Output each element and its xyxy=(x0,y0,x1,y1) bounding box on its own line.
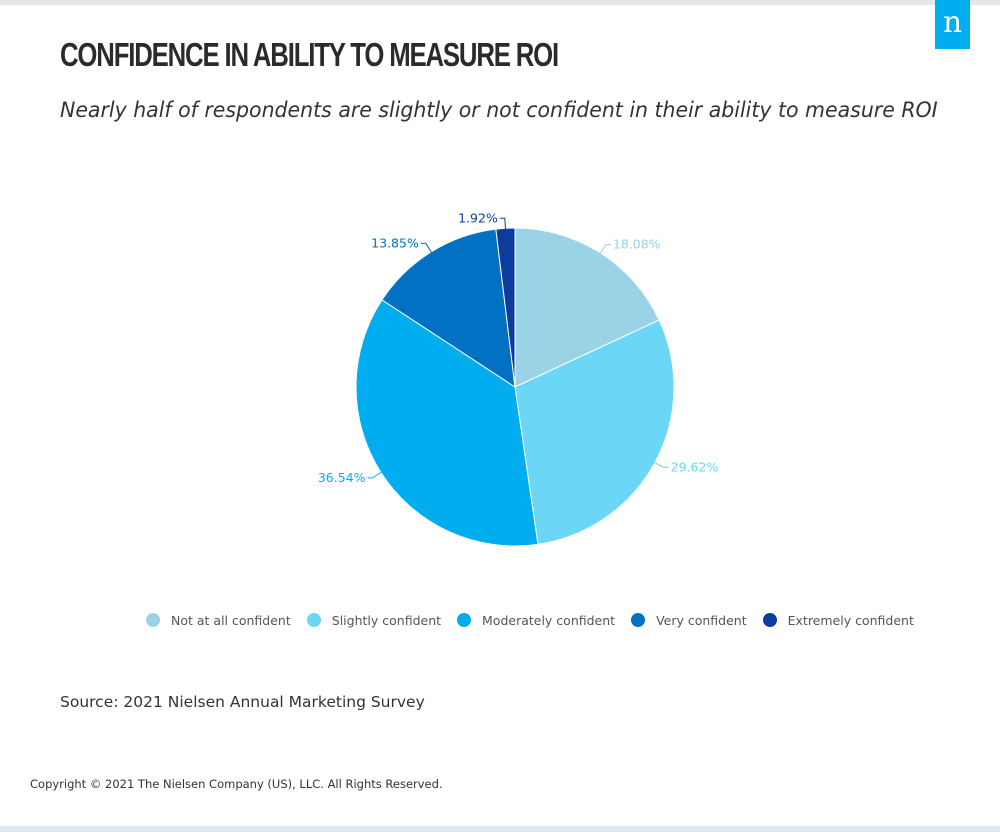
leader-line-moderately-confident xyxy=(367,471,383,479)
bottom-border xyxy=(0,826,1000,832)
legend-item-very-confident: Very confident xyxy=(631,613,747,628)
copyright-note: Copyright © 2021 The Nielsen Company (US… xyxy=(30,777,443,791)
top-border xyxy=(0,0,1000,5)
legend-label-very-confident: Very confident xyxy=(656,612,747,628)
legend-marker-very-confident xyxy=(631,613,646,627)
legend-marker-not-at-all-confident xyxy=(146,613,160,627)
leader-line-not-at-all-confident xyxy=(599,244,611,255)
leader-line-extremely-confident xyxy=(499,217,507,231)
legend-item-moderately-confident: Moderately confident xyxy=(457,613,615,628)
legend-item-not-at-all-confident: Not at all confident xyxy=(146,613,291,628)
chart-title: CONFIDENCE IN ABILITY TO MEASURE ROI xyxy=(60,36,559,73)
legend-label-slightly-confident: Slightly confident xyxy=(331,612,442,628)
data-label-extremely-confident: 1.92% xyxy=(458,210,498,225)
leader-line-very-confident xyxy=(420,242,433,254)
data-label-very-confident: 13.85% xyxy=(371,235,419,250)
legend-marker-slightly-confident xyxy=(306,613,321,627)
pie-chart: 18.08% 29.62% 36.54% 13.85% 1.92% xyxy=(318,210,719,547)
chart-legend: Not at all confident Slightly confident Mo… xyxy=(146,611,930,629)
data-label-not-at-all-confident: 18.08% xyxy=(613,237,661,252)
legend-label-not-at-all-confident: Not at all confident xyxy=(171,612,291,628)
source-note: Source: 2021 Nielsen Annual Marketing Su… xyxy=(60,693,425,711)
data-label-moderately-confident: 36.54% xyxy=(318,470,366,485)
chart-subtitle: Nearly half of respondents are slightly … xyxy=(60,98,938,122)
legend-marker-moderately-confident xyxy=(457,613,472,627)
data-label-slightly-confident: 29.62% xyxy=(671,459,719,474)
legend-label-extremely-confident: Extremely confident xyxy=(787,612,914,628)
legend-item-extremely-confident: Extremely confident xyxy=(762,612,914,628)
legend-marker-extremely-confident xyxy=(762,613,777,627)
leader-line-slightly-confident xyxy=(652,461,669,468)
legend-item-slightly-confident: Slightly confident xyxy=(306,612,442,628)
nielsen-logo: n xyxy=(935,0,970,49)
legend-label-moderately-confident: Moderately confident xyxy=(482,612,616,628)
